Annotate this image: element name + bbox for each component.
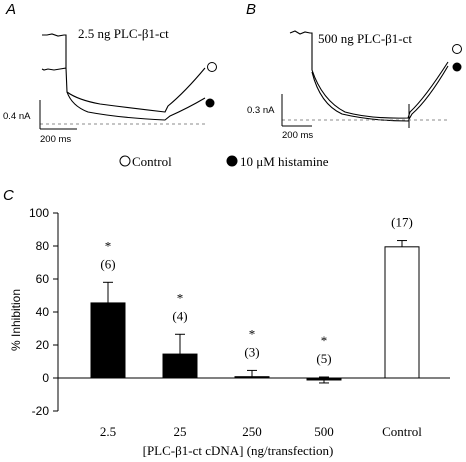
panel-b-scale-current: 0.3 nA bbox=[247, 105, 275, 116]
panel-a-title: 2.5 ng PLC-β1-ct bbox=[78, 26, 169, 41]
panel-b-control-trace bbox=[289, 30, 449, 119]
y-tick-label: -20 bbox=[32, 404, 50, 418]
y-tick-label: 60 bbox=[36, 272, 50, 286]
panel-a-histamine-marker bbox=[205, 98, 215, 108]
significance-star: * bbox=[177, 290, 184, 305]
x-axis-label: [PLC-β1-ct cDNA] (ng/transfection) bbox=[143, 443, 334, 458]
bars: (6) * (4) * (3) * (5) * (17) bbox=[90, 215, 420, 384]
panel-b-histamine-trace bbox=[311, 65, 449, 122]
panel-a-histamine-trace bbox=[66, 91, 206, 121]
y-axis: 100 80 60 40 20 0 -20 bbox=[29, 206, 59, 418]
legend-histamine-label: 10 μM histamine bbox=[240, 154, 329, 169]
panel-a: A 2.5 ng PLC-β1-ct 0.4 nA 200 ms bbox=[3, 1, 217, 145]
x-tick-label: 25 bbox=[174, 424, 187, 439]
panel-b-histamine-marker bbox=[452, 62, 462, 72]
x-tick-label: Control bbox=[382, 424, 422, 439]
panel-a-scale-time: 200 ms bbox=[40, 134, 71, 145]
significance-star: * bbox=[249, 326, 256, 341]
n-label: (6) bbox=[100, 256, 115, 271]
panel-b-control-marker bbox=[452, 44, 462, 54]
n-label: (4) bbox=[172, 308, 187, 323]
significance-star: * bbox=[105, 238, 112, 253]
bar-2.5 bbox=[90, 302, 126, 379]
panel-b-scale-time: 200 ms bbox=[282, 130, 313, 141]
panel-c-letter: C bbox=[3, 187, 14, 204]
panel-c: C % Inhibition [PLC-β1-ct cDNA] (ng/tran… bbox=[3, 187, 450, 458]
legend: Control 10 μM histamine bbox=[119, 154, 329, 169]
y-tick-label: 100 bbox=[29, 206, 49, 220]
n-label: (5) bbox=[316, 351, 331, 366]
legend-histamine-marker bbox=[226, 155, 238, 167]
x-tick-label: 2.5 bbox=[100, 424, 116, 439]
panel-a-letter: A bbox=[5, 1, 16, 18]
x-tick-label: 500 bbox=[314, 424, 334, 439]
panel-a-control-trace bbox=[41, 33, 206, 113]
x-axis: 2.5 25 250 500 Control bbox=[58, 377, 450, 439]
bar-control bbox=[384, 246, 420, 379]
y-tick-label: 20 bbox=[36, 338, 50, 352]
y-tick-label: 80 bbox=[36, 239, 50, 253]
legend-control-marker bbox=[119, 155, 131, 167]
panel-a-control-marker bbox=[207, 62, 217, 72]
panel-b-letter: B bbox=[246, 1, 256, 18]
panel-b: B 500 ng PLC-β1-ct 0.3 nA 200 ms bbox=[246, 1, 462, 141]
panel-a-scale-current: 0.4 nA bbox=[3, 111, 31, 122]
legend-control-label: Control bbox=[132, 154, 172, 169]
x-tick-label: 250 bbox=[242, 424, 262, 439]
y-tick-label: 0 bbox=[42, 371, 49, 385]
significance-star: * bbox=[321, 333, 328, 348]
n-label: (3) bbox=[244, 344, 259, 359]
panel-b-title: 500 ng PLC-β1-ct bbox=[318, 31, 412, 46]
bar-25 bbox=[162, 353, 198, 379]
y-tick-label: 40 bbox=[36, 305, 50, 319]
y-axis-label: % Inhibition bbox=[9, 289, 23, 351]
n-label: (17) bbox=[391, 215, 413, 230]
